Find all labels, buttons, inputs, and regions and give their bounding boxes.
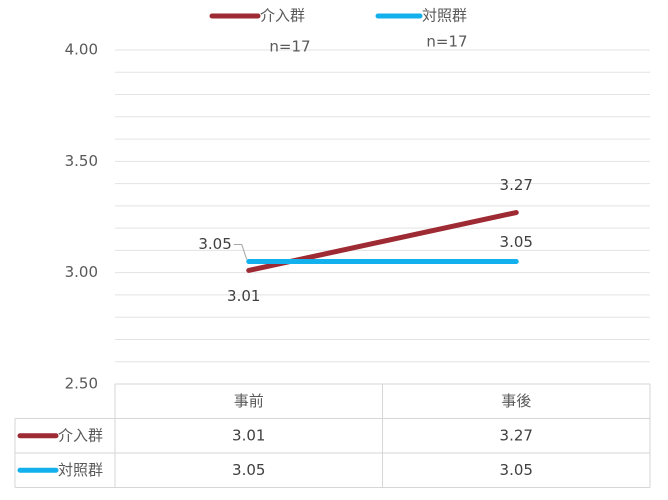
table-cell: 3.05	[500, 461, 533, 479]
data-label: 3.05	[198, 235, 231, 253]
table-row-label: 介入群	[58, 426, 103, 444]
annotation: n=17	[269, 38, 310, 56]
x-tick-label: 事後	[501, 392, 531, 410]
legend-label: 介入群	[260, 7, 305, 25]
y-tick-label: 3.50	[65, 152, 98, 170]
y-tick-label: 3.00	[65, 263, 98, 281]
annotation: n=17	[426, 33, 467, 51]
data-label: 3.27	[500, 176, 533, 194]
table-cell: 3.01	[232, 426, 265, 444]
table-cell: 3.27	[500, 426, 533, 444]
legend-label: 対照群	[422, 7, 467, 25]
leader-line	[233, 244, 248, 260]
y-tick-label: 4.00	[65, 41, 98, 59]
data-label: 3.05	[500, 233, 533, 251]
table-row-label: 対照群	[58, 461, 103, 479]
y-tick-label: 2.50	[65, 375, 98, 393]
table-cell: 3.05	[232, 461, 265, 479]
data-label: 3.01	[227, 287, 260, 305]
x-tick-label: 事前	[234, 392, 264, 410]
